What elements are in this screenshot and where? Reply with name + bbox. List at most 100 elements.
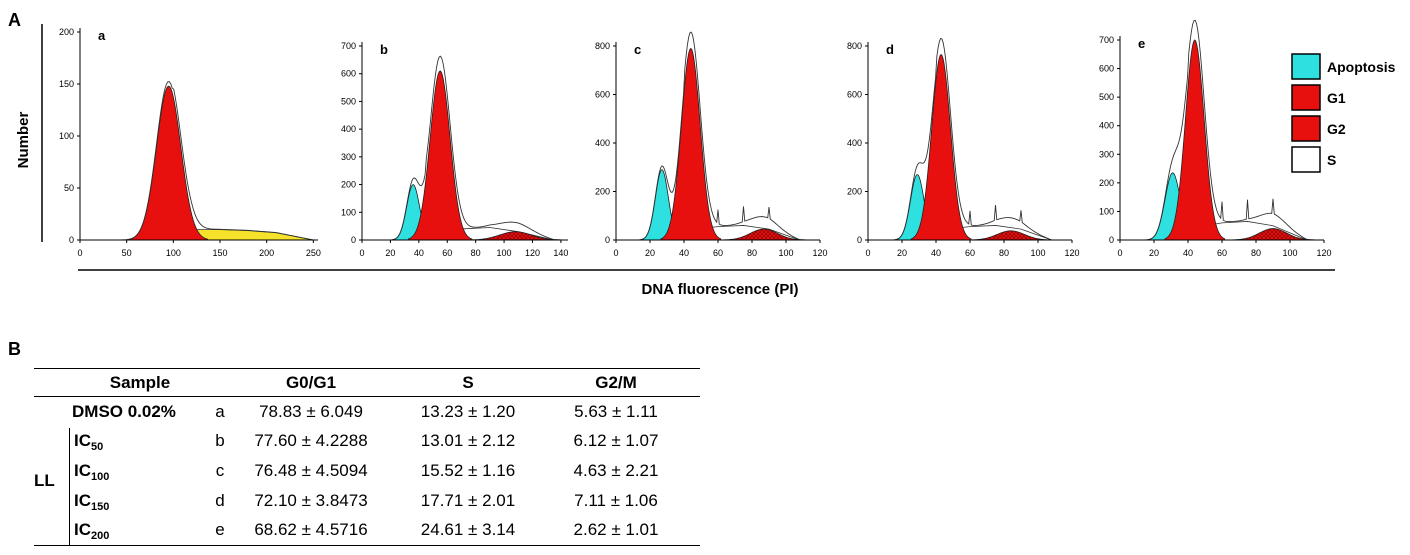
x-tick-label: 150 — [212, 248, 227, 258]
x-tick-label: 100 — [1282, 248, 1297, 258]
panel-sub-label: c — [634, 42, 641, 57]
panel-sub-label: b — [380, 42, 388, 57]
legend-swatch — [1291, 84, 1321, 111]
ic-subscript: 150 — [91, 501, 110, 513]
x-tick-label: 20 — [645, 248, 655, 258]
cell-s: 13.23 ± 1.20 — [420, 402, 516, 421]
y-tick-label: 500 — [341, 96, 356, 106]
cell-g0g1: 76.48 ± 4.5094 — [254, 461, 368, 480]
group-bracket-line — [69, 428, 70, 545]
x-tick-label: 200 — [259, 248, 274, 258]
row-code: b — [215, 431, 225, 450]
cell-s: 17.71 ± 2.01 — [420, 491, 516, 510]
x-tick-label: 40 — [414, 248, 424, 258]
x-tick-label: 60 — [965, 248, 975, 258]
g2-peak-area — [719, 228, 808, 241]
y-tick-label: 0 — [605, 235, 610, 245]
x-axis-title: DNA fluorescence (PI) — [642, 281, 799, 298]
cell-g0g1: 78.83 ± 6.049 — [259, 402, 363, 421]
histogram-panel-c: 0 200 400 600 800 0 20 40 60 80 100 120 c — [595, 31, 828, 258]
x-tick-label: 250 — [306, 248, 321, 258]
x-tick-label: 40 — [679, 248, 689, 258]
legend-swatch — [1291, 115, 1321, 142]
row-sample-dmso: DMSO 0.02% — [72, 402, 176, 421]
y-tick-label: 100 — [59, 131, 74, 141]
panel-sub-label: d — [886, 42, 894, 57]
x-tick-label: 100 — [1030, 248, 1045, 258]
x-tick-label: 60 — [713, 248, 723, 258]
panel-label-a: A — [8, 10, 21, 30]
panel-sub-label: e — [1138, 36, 1145, 51]
g1-peak-area — [1164, 39, 1226, 241]
row-sample-ic100: IC100 — [74, 461, 109, 483]
x-tick-label: 100 — [497, 248, 512, 258]
g1-peak-area — [407, 70, 473, 241]
table-header-rule — [34, 396, 700, 397]
histogram-trace-line — [616, 31, 820, 241]
y-tick-label: 400 — [1099, 121, 1114, 131]
histogram-figure: A Number DNA fluorescence (PI) 0 50 100 150… — [8, 10, 1396, 298]
cell-g2m: 4.63 ± 2.21 — [573, 461, 659, 480]
ic-subscript: 50 — [91, 441, 104, 453]
legend-swatch — [1291, 53, 1321, 80]
ic-base: IC — [74, 520, 91, 539]
x-tick-label: 0 — [613, 248, 618, 258]
y-tick-label: 400 — [595, 138, 610, 148]
x-tick-label: 0 — [77, 248, 82, 258]
x-tick-label: 140 — [553, 248, 568, 258]
x-tick-label: 120 — [1316, 248, 1331, 258]
g2-peak-area — [966, 230, 1055, 241]
y-tick-label: 100 — [1099, 206, 1114, 216]
y-tick-label: 400 — [847, 138, 862, 148]
cell-g0g1: 77.60 ± 4.2288 — [254, 431, 368, 450]
y-tick-label: 50 — [64, 183, 74, 193]
y-tick-label: 200 — [595, 187, 610, 197]
x-tick-label: 100 — [166, 248, 181, 258]
g2-peak-area — [1229, 228, 1317, 241]
legend-swatch — [1291, 146, 1321, 173]
legend-label: S — [1327, 152, 1336, 168]
y-tick-label: 200 — [59, 27, 74, 37]
legend-label: G2 — [1327, 121, 1346, 137]
y-tick-label: 0 — [351, 235, 356, 245]
histogram-panel-b: 0 100 200 300 400 500 600 700 0 20 40 60 80 100 120 140… — [341, 41, 568, 258]
y-tick-label: 300 — [341, 152, 356, 162]
g1-peak-area — [910, 53, 972, 241]
cell-g2m: 5.63 ± 1.11 — [574, 402, 658, 421]
row-sample-ic200: IC200 — [74, 520, 109, 542]
ic-base: IC — [74, 461, 91, 480]
x-tick-label: 120 — [812, 248, 827, 258]
g2-peak-area — [464, 231, 566, 241]
y-tick-label: 700 — [1099, 35, 1114, 45]
y-tick-label: 600 — [595, 90, 610, 100]
row-code: e — [215, 520, 225, 539]
y-tick-label: 300 — [1099, 149, 1114, 159]
legend-label: G1 — [1327, 90, 1346, 106]
row-sample-ic150: IC150 — [74, 491, 109, 513]
panel-label-b: B — [8, 339, 21, 359]
cell-g0g1: 72.10 ± 3.8473 — [254, 491, 368, 510]
y-axis-title: Number — [15, 112, 32, 169]
ic-subscript: 200 — [91, 530, 110, 542]
header-s: S — [462, 373, 474, 392]
x-tick-label: 80 — [999, 248, 1009, 258]
legend: Apoptosis G1 G2 S — [1291, 53, 1396, 173]
y-tick-label: 800 — [595, 41, 610, 51]
y-tick-label: 200 — [1099, 178, 1114, 188]
cell-g2m: 6.12 ± 1.07 — [573, 431, 659, 450]
x-tick-label: 40 — [1183, 248, 1193, 258]
y-tick-label: 600 — [341, 69, 356, 79]
ic-base: IC — [74, 491, 91, 510]
y-tick-label: 100 — [341, 207, 356, 217]
x-tick-label: 80 — [1251, 248, 1261, 258]
x-tick-label: 50 — [122, 248, 132, 258]
histogram-trace-line — [362, 55, 569, 241]
x-tick-label: 20 — [385, 248, 395, 258]
histogram-panel-d: 0 200 400 600 800 0 20 40 60 80 100 120 d — [847, 37, 1080, 258]
cell-s: 13.01 ± 2.12 — [420, 431, 516, 450]
group-label-ll: LL — [34, 471, 55, 490]
x-tick-label: 120 — [525, 248, 540, 258]
y-tick-label: 700 — [341, 41, 356, 51]
y-tick-label: 800 — [847, 41, 862, 51]
x-tick-label: 120 — [1064, 248, 1079, 258]
